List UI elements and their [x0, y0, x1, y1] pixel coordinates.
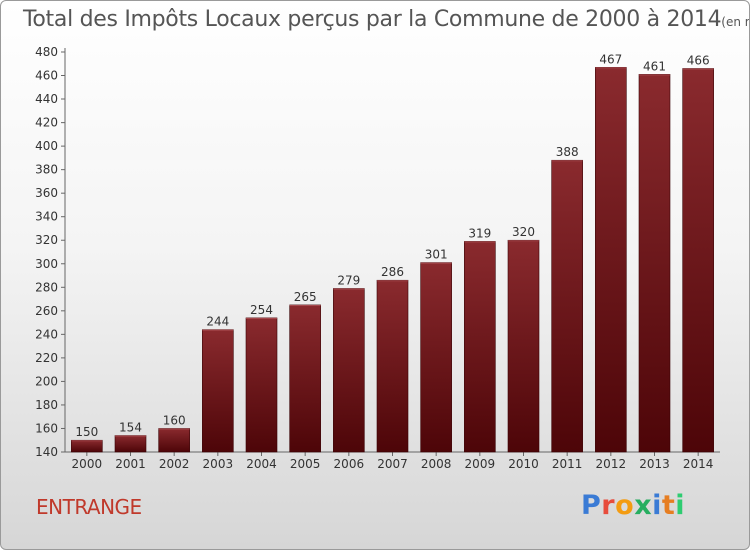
title-text: Total des Impôts Locaux perçus par la Co…: [23, 7, 722, 32]
commune-name: ENTRANGE: [36, 495, 142, 519]
x-tick-label-2012: 2012: [596, 457, 627, 471]
y-tick-label: 200: [35, 374, 58, 388]
value-label-2009: 319: [468, 226, 491, 240]
proxiti-logo: Proxiti: [581, 490, 685, 521]
x-tick-label-2014: 2014: [683, 457, 714, 471]
bar-2006: [333, 288, 365, 453]
x-tick-label-2008: 2008: [421, 457, 452, 471]
bar-2003: [202, 329, 234, 453]
labels-layer: 150 154 160 244 254 265 279 286 301 319 320 388 467 4…: [75, 52, 709, 439]
y-tick-label: 260: [35, 304, 58, 318]
y-tick-label: 320: [35, 233, 58, 247]
y-tick-label: 300: [35, 257, 58, 271]
y-tick-label: 420: [35, 116, 58, 130]
bar-2005: [289, 304, 321, 453]
value-label-2004: 254: [250, 303, 273, 317]
bar-2010: [507, 239, 540, 453]
x-tick-label-2007: 2007: [377, 457, 408, 471]
y-tick-label: 220: [35, 351, 58, 365]
bar-2013: [638, 74, 671, 453]
y-tick-label: 380: [35, 163, 58, 177]
value-label-2011: 388: [556, 145, 579, 159]
value-label-2012: 467: [599, 52, 622, 66]
bar-2001: [114, 435, 147, 453]
x-tick-label-2009: 2009: [465, 457, 496, 471]
bar-2008: [420, 262, 452, 453]
y-tick-label: 160: [35, 421, 58, 435]
value-label-2005: 265: [294, 290, 317, 304]
logo-letter: t: [661, 490, 676, 521]
logo-letter: i: [652, 490, 662, 521]
y-tick-label: 440: [35, 92, 58, 106]
value-label-2014: 466: [687, 53, 710, 67]
value-label-2013: 461: [643, 59, 666, 73]
value-label-2010: 320: [512, 225, 535, 239]
x-tick-label-2011: 2011: [552, 457, 583, 471]
y-tick-label: 240: [35, 327, 58, 341]
x-tick-label-2001: 2001: [115, 457, 146, 471]
x-tick-label-2010: 2010: [508, 457, 539, 471]
logo-letter: P: [581, 490, 602, 521]
value-label-2002: 160: [163, 413, 186, 427]
logo-letter: o: [615, 490, 635, 521]
bar-2007: [376, 279, 409, 453]
bars-layer: [71, 66, 714, 453]
y-tick-label: 140: [35, 445, 58, 459]
x-tick-label-2013: 2013: [639, 457, 670, 471]
logo-letter: x: [634, 490, 653, 521]
y-tick-label: 340: [35, 210, 58, 224]
title-unit: (en milliers d'€): [721, 15, 749, 29]
bar-2012: [595, 66, 627, 453]
logo-letter: i: [675, 490, 686, 521]
y-tick-label: 280: [35, 280, 58, 294]
x-tick-label-2005: 2005: [290, 457, 321, 471]
bar-2014: [682, 68, 714, 453]
x-tick-label-2004: 2004: [246, 457, 277, 471]
axis-layer: 140 160 180 200 220 240 260 280 300 320 340 360 380 4…: [35, 45, 720, 471]
value-label-2001: 154: [119, 421, 142, 435]
chart-title: Total des Impôts Locaux perçus par la Co…: [23, 7, 749, 32]
y-tick-label: 400: [35, 139, 58, 153]
y-tick-label: 480: [35, 45, 58, 59]
y-tick-label: 360: [35, 186, 58, 200]
value-label-2000: 150: [75, 425, 98, 439]
value-label-2008: 301: [425, 248, 448, 262]
y-tick-label: 180: [35, 398, 58, 412]
x-tick-label-2003: 2003: [203, 457, 234, 471]
x-tick-label-2002: 2002: [159, 457, 190, 471]
y-tick-label: 460: [35, 69, 58, 83]
bar-2004: [245, 317, 278, 453]
x-tick-label-2006: 2006: [334, 457, 365, 471]
value-label-2007: 286: [381, 265, 404, 279]
value-label-2003: 244: [206, 315, 229, 329]
bar-2009: [464, 241, 496, 453]
bar-2000: [71, 439, 103, 453]
x-tick-label-2000: 2000: [72, 457, 103, 471]
bar-2011: [551, 159, 583, 453]
value-label-2006: 279: [337, 273, 360, 287]
logo-letter: r: [601, 490, 616, 521]
bar-2002: [158, 428, 190, 453]
